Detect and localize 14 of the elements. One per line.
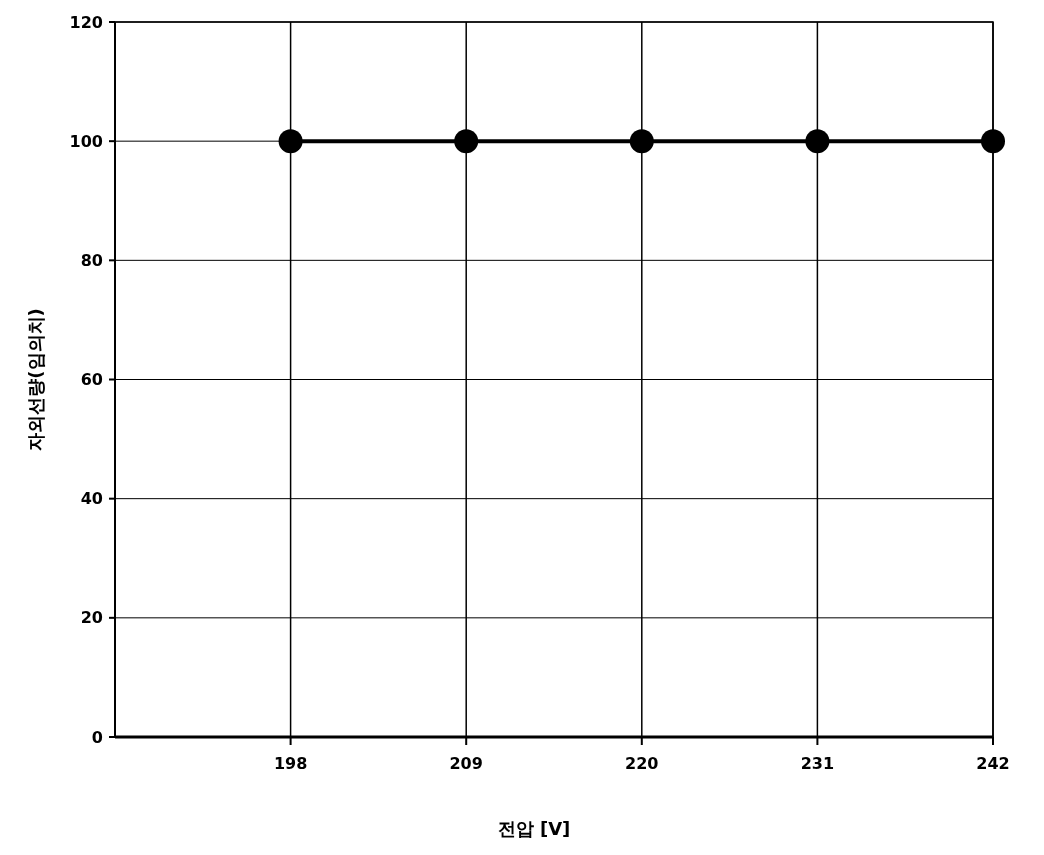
y-tick-label: 40 [80, 489, 103, 509]
y-tick-label: 120 [69, 12, 103, 32]
y-axis-title: 자외선량(임의치) [25, 308, 46, 451]
x-axis-title: 전압 [V] [497, 818, 571, 839]
y-tick-label: 100 [69, 131, 103, 151]
x-tick-label: 209 [449, 754, 483, 773]
y-tick-label: 20 [80, 608, 103, 628]
y-tick-label: 80 [80, 250, 103, 270]
y-tick-label: 60 [80, 370, 103, 390]
x-tick-label: 231 [800, 754, 835, 773]
x-tick-label: 242 [976, 754, 1010, 773]
x-tick-label: 198 [273, 754, 308, 773]
x-tick-label: 220 [625, 754, 659, 773]
y-tick-label: 0 [91, 727, 103, 747]
